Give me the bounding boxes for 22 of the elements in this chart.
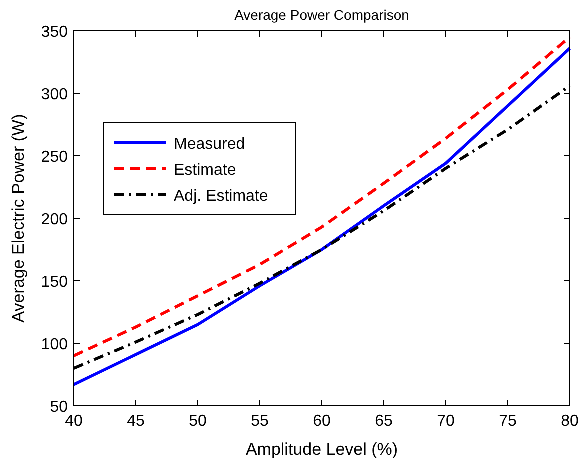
y-tick-label: 50 <box>50 399 68 416</box>
legend-label: Adj. Estimate <box>174 188 268 205</box>
y-tick-label: 300 <box>41 86 68 104</box>
y-tick-label: 150 <box>41 274 68 291</box>
y-tick-label: 350 <box>41 24 68 41</box>
x-tick-label: 70 <box>437 413 455 430</box>
x-axis-title: Amplitude Level (%) <box>246 440 398 459</box>
x-tick-label: 80 <box>561 413 579 430</box>
x-tick-label: 75 <box>499 413 517 430</box>
y-tick-label: 250 <box>41 149 68 166</box>
y-tick-label: 100 <box>41 336 68 354</box>
x-tick-label: 45 <box>127 413 145 430</box>
x-tick-label: 50 <box>189 413 207 430</box>
chart-title: Average Power Comparison <box>234 7 410 23</box>
x-tick-label: 65 <box>375 413 393 430</box>
legend-label: Estimate <box>174 162 236 179</box>
y-axis-title: Average Electric Power (W) <box>9 114 28 323</box>
x-tick-label: 55 <box>251 413 269 430</box>
y-tick-label: 200 <box>41 212 68 228</box>
x-tick-label: 40 <box>65 413 83 430</box>
x-tick-label: 60 <box>313 413 331 430</box>
legend-label: Measured <box>174 136 246 153</box>
